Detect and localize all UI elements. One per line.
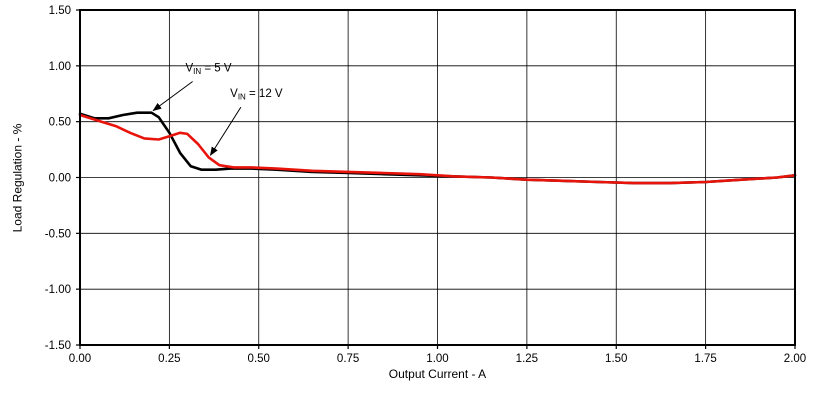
x-tick-label: 1.00 [426,353,448,365]
y-tick-label: -0.50 [45,228,71,240]
y-axis-label: Load Regulation - % [10,123,24,232]
annotation-label-1: VIN = 12 V [230,88,283,102]
y-tick-label: -1.50 [45,340,71,352]
plot-border [79,9,796,346]
x-tick-label: 1.50 [605,353,627,365]
series-line-vin-12v [78,113,797,185]
y-tick-label: 1.00 [49,61,71,73]
x-axis-label: Output Current - A [388,367,487,381]
y-tick-label: 0.50 [49,117,71,129]
tick-labels: 0.00 0.25 0.50 0.75 1.00 1.25 1.50 1.75 2.00 -1.5… [45,5,806,365]
x-tick-label: 0.75 [337,353,359,365]
axis-ticks [76,9,796,349]
x-tick-label: 1.25 [516,353,538,365]
y-axis-label-wrap: Load Regulation - % [6,0,28,355]
x-tick-label: 0.25 [158,353,180,365]
annotation-arrow-1 [209,106,242,157]
x-tick-label: 0.00 [69,353,91,365]
x-tick-label: 2.00 [784,353,806,365]
x-tick-label: 0.50 [248,353,270,365]
y-tick-label: 0.00 [49,173,71,185]
y-tick-label: 1.50 [49,5,71,17]
annotation-arrow-0 [152,81,193,112]
annotation-label-0: VIN = 5 V [185,62,231,76]
grid-lines [79,9,796,346]
x-tick-label: 1.75 [694,353,716,365]
y-tick-label: -1.00 [45,284,71,296]
